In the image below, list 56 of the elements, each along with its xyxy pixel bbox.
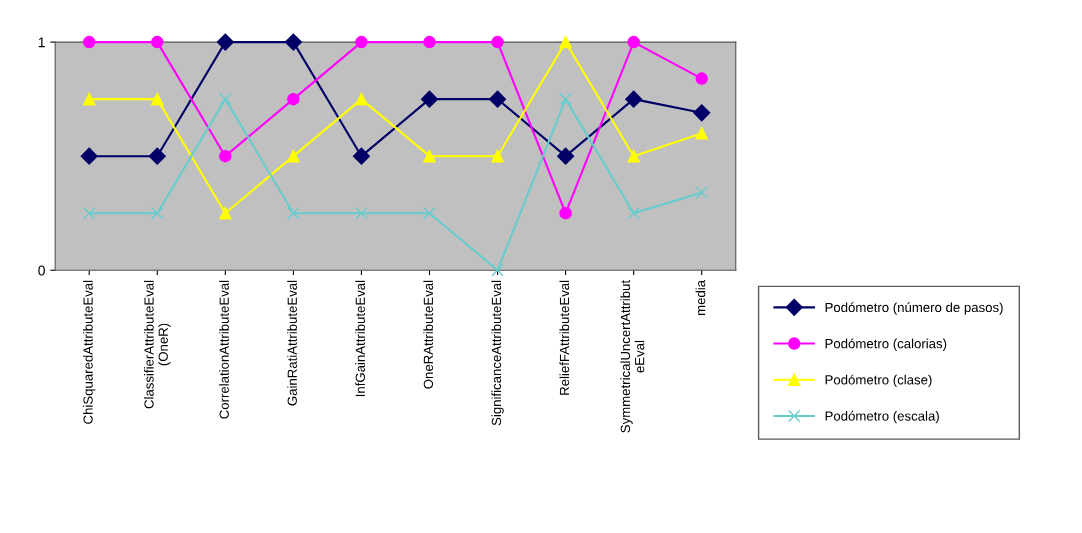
point (627, 35, 640, 49)
point (284, 33, 302, 51)
point (219, 92, 232, 106)
point (219, 149, 232, 163)
point (491, 35, 504, 49)
point (491, 263, 504, 277)
point (355, 35, 368, 49)
x-tick-label: SignificanceAttributeEval (491, 280, 504, 426)
point (423, 149, 436, 163)
y-tick-label: 0 (38, 265, 45, 276)
point (423, 206, 436, 220)
point (695, 72, 708, 85)
point (287, 92, 300, 106)
point (287, 149, 300, 163)
point (352, 147, 370, 165)
point (557, 147, 575, 165)
x-tick-label: OneRAttributeEval (423, 280, 434, 389)
legend-label: Podómetro (calorias) (825, 338, 947, 351)
point (151, 35, 164, 49)
point (423, 35, 436, 49)
point (559, 35, 572, 49)
point (151, 92, 164, 106)
point (559, 92, 572, 106)
point (82, 92, 96, 106)
point (695, 127, 708, 140)
point (355, 92, 368, 106)
point (627, 149, 640, 163)
legend-label: Podómetro (clase) (825, 374, 932, 388)
x-tick-label: CorrelationAttributeEval (219, 280, 229, 419)
point (216, 33, 234, 51)
point (151, 206, 164, 220)
x-tick-label: ReliefFAttributeEval (559, 280, 570, 395)
x-tick-label: media (695, 279, 706, 316)
x-tick-label: ChiSquaredAttributeEval (83, 280, 96, 424)
point (489, 90, 507, 108)
point (219, 206, 232, 220)
point (695, 186, 708, 199)
point (420, 90, 439, 108)
point (627, 206, 640, 220)
point (491, 149, 504, 163)
y-tick-label: 1 (38, 37, 45, 48)
x-tick-label: GainRatiAttributeEval (287, 280, 297, 406)
point (625, 90, 643, 108)
point (355, 206, 368, 220)
legend-label: Podómetro (escala) (825, 410, 939, 424)
x-tick-label: InfGainAttributeEval (355, 280, 365, 397)
point (559, 206, 572, 220)
point (148, 147, 166, 165)
point (82, 35, 96, 49)
point (693, 104, 711, 122)
point (287, 206, 300, 220)
point (82, 206, 96, 220)
legend-label: Podómetro (número de pasos) (825, 302, 1003, 315)
x-tick-label: SymmetricalUncertAttribut eEval (620, 280, 645, 433)
x-tick-label: ClassifierAttributeEval (OneR) (144, 280, 171, 409)
point (80, 147, 98, 165)
